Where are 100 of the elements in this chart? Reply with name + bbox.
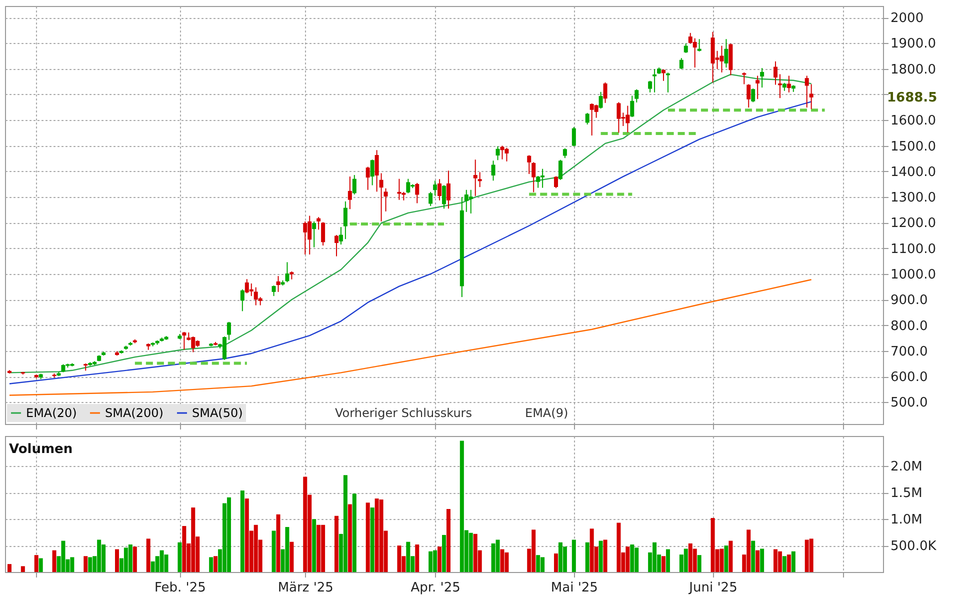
candlestick (720, 45, 724, 73)
candlestick (630, 95, 634, 118)
bar (468, 532, 473, 572)
bar (132, 546, 137, 572)
candlestick (662, 68, 666, 82)
candlestick (809, 84, 814, 110)
candlestick (756, 75, 760, 100)
candlestick (634, 88, 639, 103)
bar (38, 558, 43, 572)
candlestick (338, 226, 343, 245)
x-tick-label: Apr. '25 (410, 580, 460, 596)
bar (760, 548, 764, 572)
x-tick-label: Mai '25 (550, 580, 598, 596)
candlestick (438, 178, 442, 201)
candlestick (598, 91, 603, 110)
candlestick (182, 331, 186, 350)
bar (791, 551, 796, 572)
bar (352, 494, 356, 572)
y-tick-label: 1000.0 (890, 267, 936, 282)
bar (178, 542, 182, 572)
bar (290, 542, 294, 572)
candlestick (532, 162, 536, 193)
candlestick (760, 68, 764, 88)
candlestick (679, 58, 684, 70)
y-tick-label: 1600.0 (890, 114, 936, 129)
bar (20, 566, 25, 572)
candlestick (433, 180, 438, 196)
candlestick (384, 188, 388, 212)
candlestick (352, 174, 356, 195)
y-tick-label: 1500.0 (890, 139, 936, 154)
candlestick (585, 112, 590, 125)
candlestick (276, 276, 280, 292)
bar (666, 549, 670, 572)
bar (598, 540, 603, 572)
bar (34, 555, 38, 572)
bar (240, 490, 244, 572)
bar (7, 564, 12, 572)
candlestick (316, 216, 321, 230)
candlestick (742, 72, 746, 85)
candlestick (478, 172, 482, 188)
candlestick (527, 154, 532, 174)
bar (84, 556, 88, 572)
bar (572, 540, 576, 572)
bar (500, 549, 504, 572)
candlestick (562, 148, 567, 159)
candlestick (473, 159, 478, 197)
bar (348, 504, 352, 572)
y-tick-label: 1100.0 (890, 242, 936, 257)
candlestick (226, 321, 231, 340)
candlestick (746, 84, 751, 108)
legend-label: EMA(20) (26, 406, 77, 420)
candlestick (496, 146, 500, 161)
annotation: Vorheriger Schlusskurs (335, 406, 472, 420)
candlestick (554, 176, 558, 189)
candlestick (804, 75, 809, 108)
candlestick (370, 159, 374, 186)
candlestick (616, 102, 621, 134)
y-tick-label: 1.5M (890, 486, 922, 502)
annotation: EMA(9) (525, 406, 568, 420)
bar (316, 524, 321, 572)
bar (782, 556, 786, 572)
bar (164, 554, 168, 572)
x-tick-label: Juni '25 (688, 580, 738, 596)
bar (809, 538, 814, 572)
bar (397, 546, 402, 572)
candlestick (240, 288, 244, 312)
bar (415, 544, 420, 572)
y-tick-label: 1400.0 (890, 164, 936, 180)
y-tick-label: 1300.0 (890, 190, 936, 206)
y-tick-label: 800.0 (890, 318, 928, 334)
candlestick (446, 170, 450, 210)
y-tick-label: 2.0M (890, 460, 922, 475)
candlestick (786, 75, 791, 93)
bar (724, 546, 728, 572)
candlestick (334, 234, 338, 257)
bar (562, 546, 567, 572)
bar (756, 550, 760, 572)
y-tick-label: 500.0K (890, 539, 937, 554)
candlestick (303, 220, 308, 255)
candlestick (249, 282, 254, 297)
candlestick (468, 189, 473, 214)
bar (209, 557, 214, 572)
bar (603, 540, 608, 572)
bar (446, 509, 450, 572)
candlestick (572, 126, 576, 147)
bar (630, 544, 634, 572)
candlestick (692, 38, 697, 68)
line-series (8, 279, 812, 396)
bar (303, 476, 308, 572)
bar (720, 548, 724, 572)
y-tick-label: 1200.0 (890, 216, 936, 232)
candlestick (751, 88, 756, 103)
bar (684, 548, 688, 572)
bar (428, 551, 433, 572)
bar (128, 544, 132, 572)
x-tick-label: Feb. '25 (154, 580, 206, 596)
bar (226, 497, 231, 572)
text: Volumen (9, 442, 73, 457)
candlestick (343, 200, 348, 240)
bar (751, 540, 756, 572)
